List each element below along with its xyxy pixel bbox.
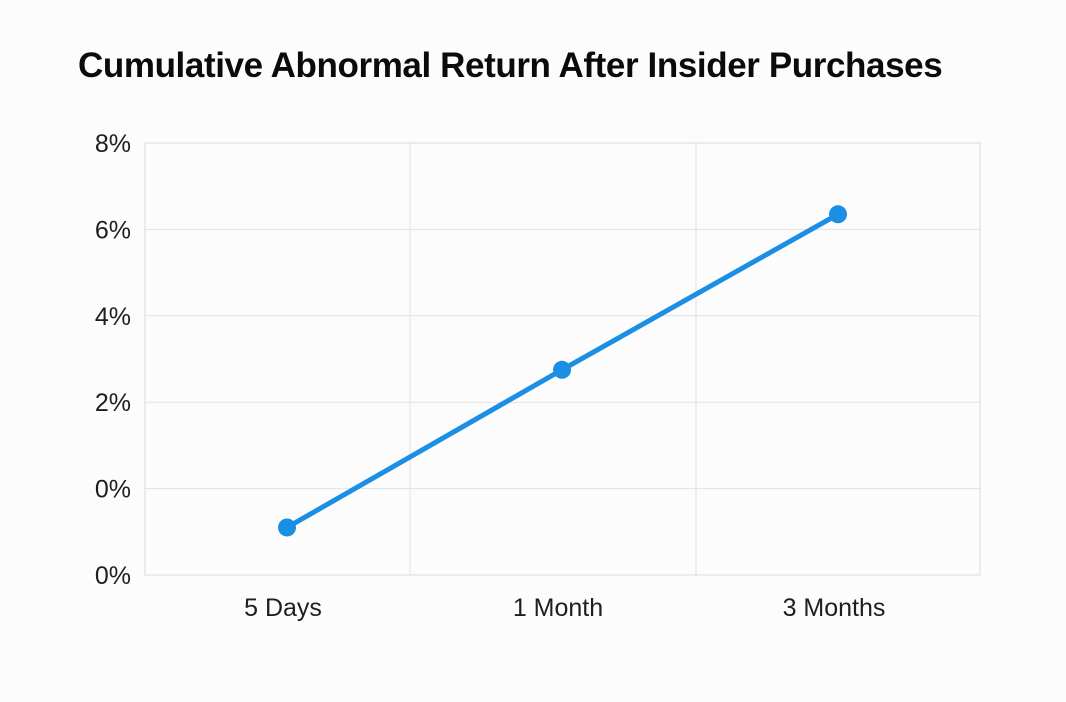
- y-tick-label: 0%: [95, 562, 131, 590]
- y-tick-label: 6%: [95, 216, 131, 244]
- data-point: [278, 518, 296, 537]
- y-tick-label: 4%: [95, 303, 131, 331]
- y-tick-label: 8%: [95, 130, 131, 158]
- x-tick-label: 5 Days: [244, 594, 322, 622]
- data-point: [553, 360, 571, 379]
- x-tick-label: 3 Months: [783, 594, 886, 622]
- y-tick-label: 2%: [95, 389, 131, 417]
- x-tick-label: 1 Month: [513, 594, 603, 622]
- y-tick-label: 0%: [95, 476, 131, 504]
- data-point: [829, 205, 847, 224]
- plot-border: [144, 142, 981, 576]
- chart-title: Cumulative Abnormal Return After Insider…: [78, 46, 943, 85]
